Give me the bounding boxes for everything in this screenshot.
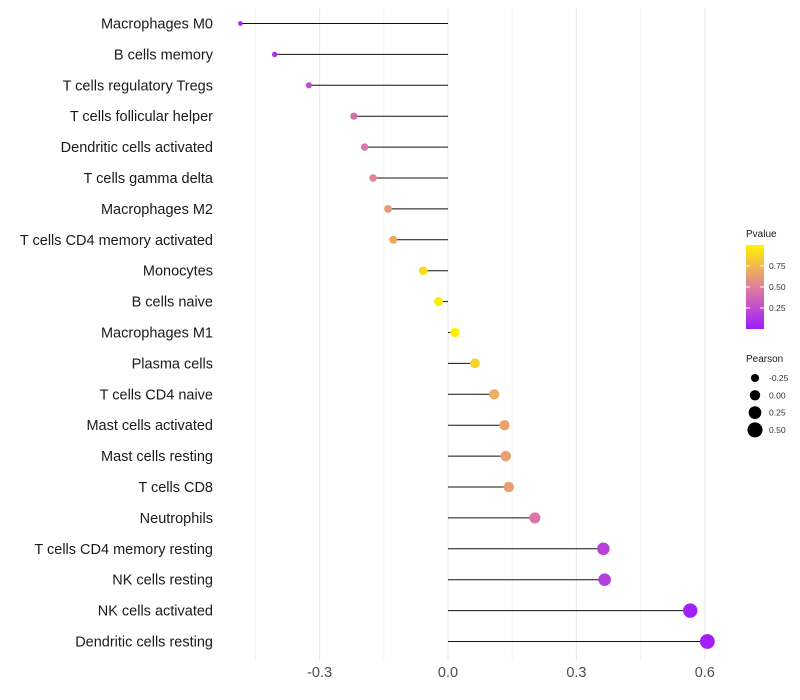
category-label: B cells naive bbox=[132, 295, 213, 311]
category-label: T cells CD8 bbox=[138, 480, 213, 496]
x-tick-label: 0.0 bbox=[438, 665, 458, 681]
lollipop-point bbox=[238, 21, 243, 26]
category-label: T cells follicular helper bbox=[70, 109, 213, 125]
lollipop-point bbox=[418, 266, 428, 276]
colorbar-label: 0.75 bbox=[769, 261, 786, 271]
size-legend-point bbox=[750, 373, 760, 383]
size-legend-label: 0.25 bbox=[769, 408, 786, 418]
category-label: NK cells resting bbox=[112, 573, 213, 589]
lollipop-point bbox=[360, 143, 369, 151]
lollipop-point bbox=[350, 112, 358, 120]
x-tick-label: 0.6 bbox=[695, 665, 715, 681]
pvalue-colorbar bbox=[746, 245, 764, 329]
category-label: T cells gamma delta bbox=[84, 171, 214, 187]
lollipop-point bbox=[271, 51, 278, 58]
lollipop-point bbox=[450, 327, 460, 338]
size-legend-label: -0.25 bbox=[769, 373, 789, 383]
category-label: NK cells activated bbox=[98, 604, 213, 620]
category-label: B cells memory bbox=[114, 47, 214, 63]
lollipop-point bbox=[470, 358, 480, 369]
lollipop-point bbox=[529, 512, 541, 524]
category-label: T cells CD4 memory resting bbox=[34, 542, 213, 558]
category-label: Neutrophils bbox=[140, 511, 213, 527]
pvalue-legend: Pvalue 0.25 0.50 0.75 bbox=[746, 229, 786, 329]
category-label: Macrophages M2 bbox=[101, 202, 213, 218]
lollipop-point bbox=[389, 235, 398, 244]
category-label: Macrophages M0 bbox=[101, 17, 213, 33]
category-label-layer: Macrophages M0 B cells memory T cells regu… bbox=[20, 17, 214, 651]
lollipop-point bbox=[434, 297, 444, 307]
pearson-legend: Pearson -0.25 0.00 0.25 0.50 bbox=[746, 354, 789, 438]
x-tick-label: 0.3 bbox=[566, 665, 586, 681]
x-tick-label: -0.3 bbox=[307, 665, 332, 681]
category-label: T cells CD4 memory activated bbox=[20, 233, 213, 249]
lollipop-point bbox=[699, 634, 715, 649]
lollipop-point bbox=[384, 204, 393, 213]
size-legend-point bbox=[749, 390, 761, 401]
category-label: Plasma cells bbox=[132, 356, 213, 372]
size-legend-label: 0.50 bbox=[769, 425, 786, 435]
category-label: Dendritic cells resting bbox=[75, 635, 213, 651]
point-layer bbox=[238, 21, 715, 649]
lollipop-point bbox=[598, 573, 611, 586]
pvalue-legend-title: Pvalue bbox=[746, 229, 777, 240]
size-legend-label: 0.00 bbox=[769, 390, 786, 400]
category-label: Dendritic cells activated bbox=[61, 140, 213, 156]
grid-layer bbox=[254, 8, 706, 660]
lollipop-point bbox=[305, 82, 313, 89]
lollipop-point bbox=[369, 174, 377, 182]
category-label: Monocytes bbox=[143, 264, 213, 280]
category-label: Mast cells activated bbox=[86, 418, 213, 434]
lollipop-point bbox=[597, 542, 610, 556]
lollipop-point bbox=[503, 481, 515, 493]
size-legend-point bbox=[748, 406, 762, 419]
lollipop-point bbox=[489, 389, 500, 400]
colorbar-label: 0.50 bbox=[769, 282, 786, 292]
stem-layer bbox=[240, 23, 708, 642]
category-label: Macrophages M1 bbox=[101, 326, 213, 342]
colorbar-label: 0.25 bbox=[769, 303, 786, 313]
category-label: T cells regulatory Tregs bbox=[63, 78, 213, 94]
pearson-legend-title: Pearson bbox=[746, 354, 783, 365]
lollipop-point bbox=[500, 450, 512, 462]
category-label: Mast cells resting bbox=[101, 449, 213, 465]
lollipop-point bbox=[499, 419, 510, 431]
x-tick-layer: -0.3 0.0 0.3 0.6 bbox=[307, 665, 715, 681]
lollipop-point bbox=[683, 603, 698, 618]
category-label: T cells CD4 naive bbox=[100, 387, 213, 403]
size-legend-point bbox=[747, 422, 763, 438]
